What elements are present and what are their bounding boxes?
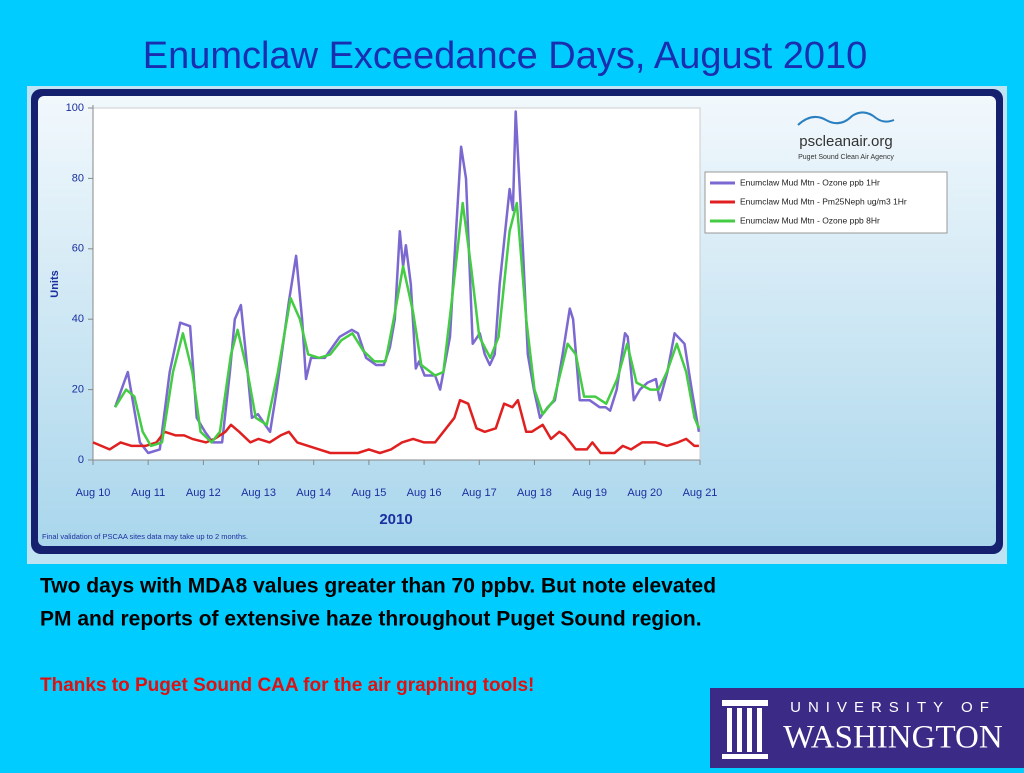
x-tick-label: Aug 11 bbox=[131, 487, 165, 499]
x-tick-label: Aug 18 bbox=[517, 487, 552, 499]
x-tick-label: Aug 16 bbox=[407, 487, 442, 499]
logo-wave bbox=[797, 111, 895, 126]
series-line bbox=[113, 110, 701, 455]
plot: 0 20 40 60 80 100 Aug 10 Aug 11 Aug 12 Aug 13 Aug … bbox=[66, 102, 907, 499]
uw-bottom: WASHINGTON bbox=[783, 720, 1003, 756]
uw-top: UNIVERSITY OF bbox=[790, 699, 996, 716]
x-tick-label: Aug 15 bbox=[351, 487, 386, 499]
note-line: PM and reports of extensive haze through… bbox=[40, 608, 702, 631]
y-tick-label: 60 bbox=[72, 243, 84, 255]
logo-name: pscleanair.org bbox=[799, 133, 892, 150]
y-tick-label: 80 bbox=[72, 172, 84, 184]
x-tick-label: Aug 10 bbox=[76, 487, 111, 499]
y-tick-label: 100 bbox=[66, 102, 84, 114]
note-line: Two days with MDA8 values greater than 7… bbox=[40, 575, 716, 598]
y-tick-label: 40 bbox=[72, 313, 84, 325]
y-tick-label: 20 bbox=[72, 384, 84, 396]
x-tick-label: Aug 17 bbox=[462, 487, 497, 499]
thanks-line: Thanks to Puget Sound CAA for the air gr… bbox=[40, 675, 534, 696]
x-tick-label: Aug 13 bbox=[241, 487, 276, 499]
legend-label: Enumclaw Mud Mtn - Pm25Neph ug/m3 1Hr bbox=[740, 196, 907, 206]
legend-label: Enumclaw Mud Mtn - Ozone ppb 8Hr bbox=[740, 215, 880, 225]
logo-tagline: Puget Sound Clean Air Agency bbox=[798, 154, 894, 161]
x-tick-label: Aug 21 bbox=[683, 487, 718, 499]
legend-box bbox=[704, 171, 948, 234]
x-tick-label: Aug 19 bbox=[572, 487, 607, 499]
x-tick-label: Aug 14 bbox=[296, 487, 331, 499]
footnote: Final validation of PSCAA sites data may… bbox=[42, 532, 248, 541]
x-tick-label: Aug 12 bbox=[186, 487, 221, 499]
uw-icon bbox=[722, 700, 768, 759]
x-axis-title: 2010 bbox=[379, 511, 412, 528]
x-tick-label: Aug 20 bbox=[627, 487, 662, 499]
slide-title: Enumclaw Exceedance Days, August 2010 bbox=[143, 35, 868, 77]
series-line bbox=[92, 398, 699, 455]
series-line bbox=[114, 201, 701, 448]
y-axis-title: Units bbox=[49, 270, 61, 298]
legend-label: Enumclaw Mud Mtn - Ozone ppb 1Hr bbox=[740, 177, 880, 187]
y-tick-label: 0 bbox=[78, 454, 84, 466]
